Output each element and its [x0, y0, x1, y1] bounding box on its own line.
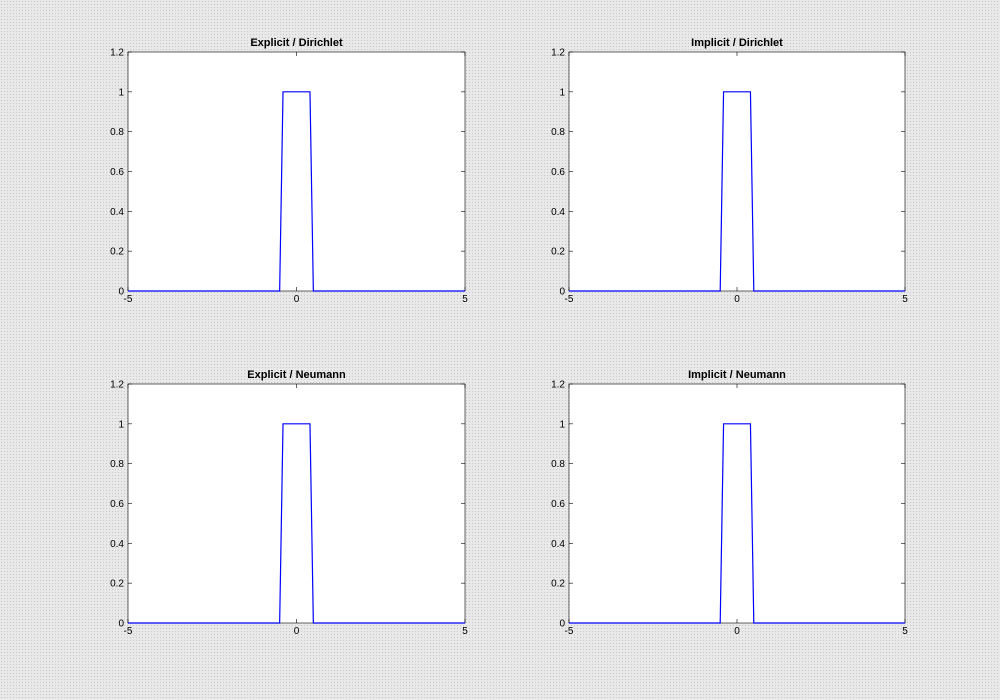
x-tick-label: -5: [565, 626, 574, 637]
y-tick-label: 0.4: [110, 207, 124, 218]
x-tick-label: 5: [902, 294, 908, 305]
y-tick-label: 0.2: [110, 247, 124, 258]
x-tick-label: 0: [734, 626, 740, 637]
series-line: [569, 423, 905, 624]
series-line: [128, 91, 465, 292]
x-tick-label: 5: [462, 626, 468, 637]
y-tick-label: 0.4: [551, 207, 565, 218]
y-tick-label: 0.2: [551, 247, 565, 258]
y-tick-label: 0.4: [551, 539, 565, 550]
y-tick-label: 0.4: [110, 539, 124, 550]
y-tick-label: 0: [118, 287, 124, 298]
y-tick-label: 0.8: [551, 459, 565, 470]
subplot-title: Explicit / Dirichlet: [250, 37, 343, 49]
y-tick-label: 1: [559, 419, 565, 430]
x-tick-label: 0: [294, 626, 300, 637]
plot-area: [568, 51, 906, 292]
x-tick-label: -5: [124, 294, 133, 305]
y-tick-label: 1.2: [110, 48, 124, 59]
plot-area: [568, 383, 906, 624]
plot-area: [127, 383, 466, 624]
y-tick-label: 0.8: [551, 127, 565, 138]
plot-area: [127, 51, 466, 292]
x-tick-label: -5: [565, 294, 574, 305]
y-tick-label: 0: [559, 287, 565, 298]
x-tick-label: -5: [124, 626, 133, 637]
subplot-title: Implicit / Dirichlet: [691, 37, 783, 49]
subplot-title: Implicit / Neumann: [688, 369, 786, 381]
y-tick-label: 0: [118, 619, 124, 630]
y-tick-label: 1.2: [551, 380, 565, 391]
x-tick-label: 5: [902, 626, 908, 637]
y-tick-label: 0.8: [110, 459, 124, 470]
y-tick-label: 0.8: [110, 127, 124, 138]
y-tick-label: 0.6: [110, 167, 124, 178]
series-line: [128, 423, 465, 624]
y-tick-label: 0.2: [110, 579, 124, 590]
y-tick-label: 0.6: [551, 167, 565, 178]
y-tick-label: 0.6: [551, 499, 565, 510]
y-tick-label: 0: [559, 619, 565, 630]
x-tick-label: 0: [734, 294, 740, 305]
y-tick-label: 1.2: [551, 48, 565, 59]
x-tick-label: 0: [294, 294, 300, 305]
y-tick-label: 1: [118, 419, 124, 430]
y-tick-label: 0.2: [551, 579, 565, 590]
series-line: [569, 91, 905, 292]
y-tick-label: 1: [559, 87, 565, 98]
y-tick-label: 1.2: [110, 380, 124, 391]
subplot-title: Explicit / Neumann: [247, 369, 346, 381]
y-tick-label: 0.6: [110, 499, 124, 510]
y-tick-label: 1: [118, 87, 124, 98]
x-tick-label: 5: [462, 294, 468, 305]
